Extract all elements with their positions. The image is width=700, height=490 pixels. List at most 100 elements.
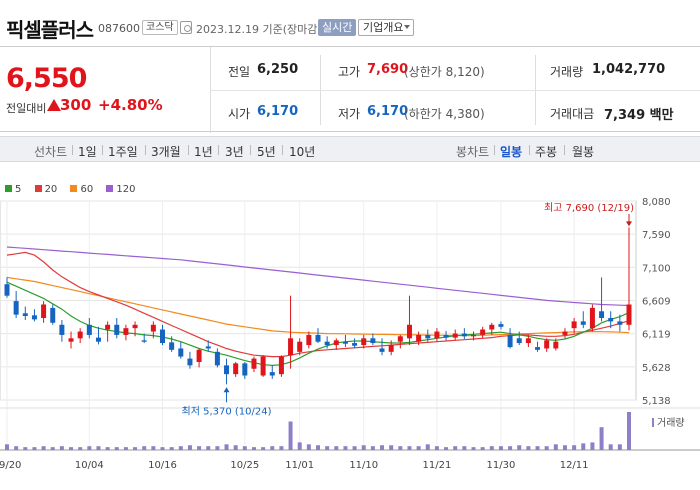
candle-body bbox=[114, 324, 120, 335]
candle-body bbox=[95, 337, 101, 342]
x-tick-label: 09/20 bbox=[0, 460, 21, 471]
candle-body bbox=[452, 333, 458, 338]
candle-body bbox=[306, 334, 312, 346]
volume-bar bbox=[178, 446, 183, 450]
candle-body bbox=[425, 334, 431, 339]
volume-bar bbox=[361, 445, 366, 450]
candle-body bbox=[525, 338, 531, 344]
realtime-button[interactable]: 실시간 bbox=[318, 19, 357, 36]
legend-ma5-label: 5 bbox=[15, 184, 22, 195]
volume-bar bbox=[50, 447, 55, 450]
period-5y[interactable]: 5년 bbox=[257, 145, 276, 159]
candle-body bbox=[59, 324, 65, 335]
y-tick-label: 5,628 bbox=[642, 363, 671, 374]
volume-bar bbox=[160, 447, 165, 450]
market-badge: 코스닥 bbox=[142, 20, 178, 35]
candle-daily[interactable]: 일봉 bbox=[500, 145, 523, 159]
candle-body bbox=[333, 340, 339, 346]
volume-bar bbox=[233, 445, 238, 450]
candle-body bbox=[397, 336, 403, 342]
legend-swatch bbox=[70, 185, 78, 192]
period-10y[interactable]: 10년 bbox=[289, 145, 316, 159]
volume-bar bbox=[288, 421, 293, 450]
candle-body bbox=[242, 363, 248, 376]
separator bbox=[102, 145, 103, 155]
candle-body bbox=[443, 334, 449, 338]
volume-bar bbox=[215, 446, 220, 450]
prev-close-label: 전일 bbox=[228, 65, 251, 79]
period-3m[interactable]: 3개월 bbox=[151, 145, 181, 159]
volume-bar bbox=[69, 447, 74, 450]
line-chart-label: 선차트 bbox=[34, 145, 68, 159]
volume-bar bbox=[380, 445, 385, 450]
low-value: 6,170 bbox=[367, 104, 409, 119]
volume-bar bbox=[407, 446, 412, 450]
volume-bar bbox=[316, 445, 320, 450]
high-arrow-head bbox=[626, 221, 632, 227]
legend-swatch bbox=[106, 185, 114, 192]
candle-body bbox=[68, 338, 74, 342]
legend-ma120: 120 bbox=[106, 184, 136, 195]
volume-bar bbox=[562, 445, 567, 450]
volume-bar bbox=[206, 446, 211, 450]
period-3y[interactable]: 3년 bbox=[225, 145, 244, 159]
stock-name: 픽셀플러스 bbox=[6, 18, 94, 42]
candle-body bbox=[141, 340, 147, 342]
ma5-line bbox=[6, 281, 630, 367]
volume-bar bbox=[169, 447, 174, 450]
open-label: 시가 bbox=[228, 107, 251, 121]
high-value: 7,690 bbox=[367, 62, 409, 77]
volume-bar bbox=[343, 446, 348, 450]
candle-body bbox=[278, 356, 284, 375]
candle-body bbox=[498, 324, 504, 327]
price-change: 300 bbox=[60, 96, 92, 114]
candle-body bbox=[251, 358, 257, 369]
candle-body bbox=[489, 324, 495, 330]
volume-bar bbox=[96, 446, 101, 450]
candle-body bbox=[214, 351, 220, 366]
volume-bar bbox=[133, 447, 138, 450]
volume-bar bbox=[590, 442, 595, 450]
volume-bar bbox=[581, 443, 586, 450]
volume-bar bbox=[627, 412, 631, 450]
candle-body bbox=[123, 328, 129, 335]
separator bbox=[188, 145, 189, 155]
low-arrow-head bbox=[223, 387, 230, 393]
legend-swatch bbox=[34, 185, 42, 192]
price-date: 2023.12.19 기준(장마감) bbox=[196, 23, 322, 36]
open-value: 6,170 bbox=[257, 104, 299, 119]
volume-bar bbox=[553, 444, 558, 450]
candle-body bbox=[434, 331, 440, 339]
upper-limit: (상한가 8,120) bbox=[404, 65, 485, 79]
candle-body bbox=[50, 307, 56, 323]
volume-bar bbox=[87, 446, 92, 450]
candle-weekly[interactable]: 주봉 bbox=[535, 145, 558, 159]
volume-bar bbox=[544, 446, 549, 450]
prev-close-value: 6,250 bbox=[257, 62, 299, 77]
candle-monthly[interactable]: 월봉 bbox=[572, 145, 595, 159]
volume-bar bbox=[114, 447, 119, 450]
legend-ma120-label: 120 bbox=[116, 184, 136, 195]
volume-bar bbox=[325, 446, 330, 450]
volume-bar bbox=[444, 447, 449, 450]
low-label: 저가 bbox=[338, 107, 361, 121]
candle-body bbox=[535, 347, 541, 350]
volume-bar bbox=[608, 444, 613, 450]
period-1y[interactable]: 1년 bbox=[194, 145, 213, 159]
volume-bar bbox=[508, 446, 513, 450]
candle-chart-svg[interactable]: 8,080 7,590 7,100 6,609 6,119 5,628 5,138 09/20… bbox=[0, 176, 700, 490]
volume-bar bbox=[123, 447, 128, 450]
legend-ma60-label: 60 bbox=[80, 184, 94, 195]
candle-chart-label: 봉차트 bbox=[456, 145, 490, 159]
legend-ma5: 5 bbox=[5, 184, 21, 195]
period-1d[interactable]: 1일 bbox=[78, 145, 97, 159]
lower-limit: (하한가 4,380) bbox=[404, 107, 485, 121]
volume-bar bbox=[142, 446, 147, 450]
candle-body bbox=[13, 301, 19, 315]
period-1w[interactable]: 1주일 bbox=[108, 145, 138, 159]
candle-body bbox=[626, 304, 632, 325]
volume-bar bbox=[425, 444, 430, 450]
company-info-select[interactable]: 기업개요 bbox=[358, 19, 414, 36]
high-annotation: 최고 7,690 (12/19) bbox=[544, 202, 634, 214]
volume-value: 1,042,770 bbox=[592, 62, 666, 77]
